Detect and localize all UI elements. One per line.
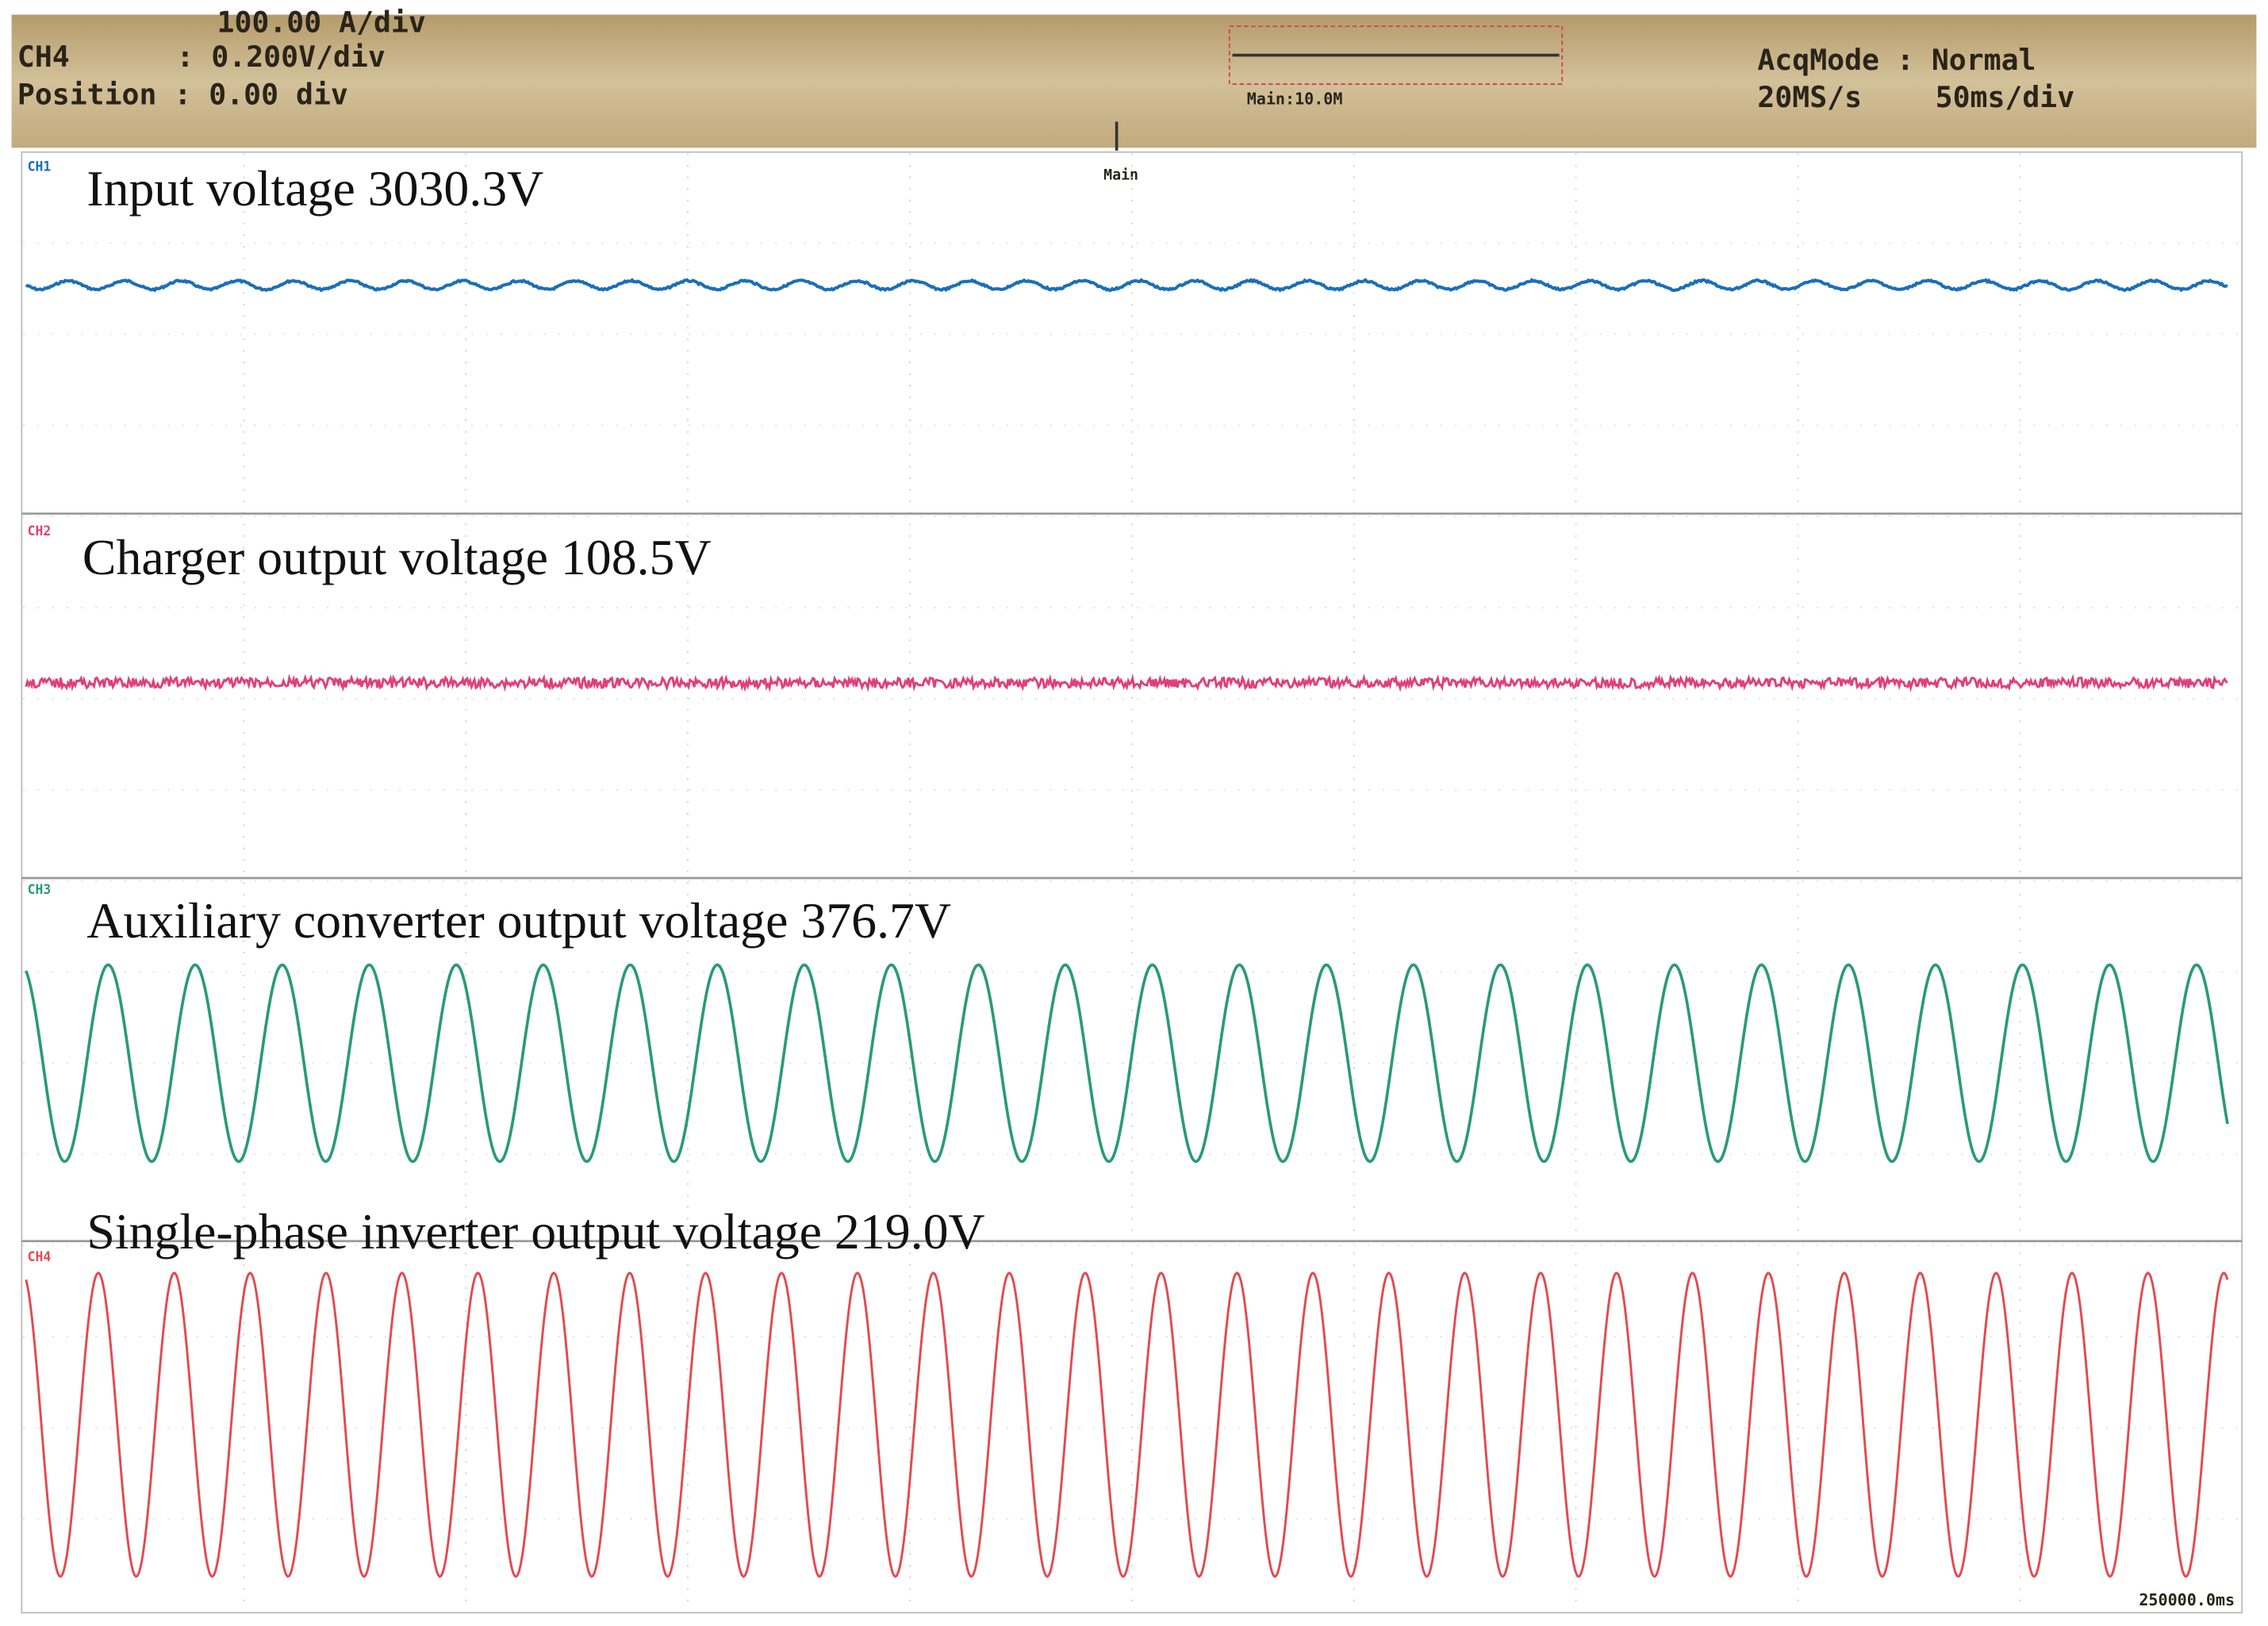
- footer-time: 250000.0ms: [2139, 1590, 2235, 1609]
- channel-tag: CH2: [28, 523, 52, 539]
- waveform: [25, 963, 2229, 1164]
- acq-mode: AcqMode : Normal: [1757, 43, 2036, 77]
- position: Position : 0.00 div: [17, 78, 348, 112]
- channel-tag: CH3: [28, 882, 52, 897]
- channel-tag: CH1: [28, 159, 52, 174]
- volts-div: : 0.200V/div: [176, 40, 385, 74]
- time-div: 50ms/div: [1936, 80, 2075, 114]
- trigger-marker: Main: [1103, 167, 1138, 183]
- waveforms: [25, 278, 2229, 1578]
- waveform: [25, 673, 2228, 692]
- channel: CH4: [17, 40, 70, 74]
- channel-tag: CH4: [28, 1249, 52, 1264]
- waveform: [25, 1271, 2229, 1578]
- channel-labels: CH1 Input voltage 3030.3V CH2 Charger outpu…: [28, 159, 985, 1264]
- channel-label: Single-phase inverter output voltage 219…: [86, 1203, 984, 1260]
- waveform: [25, 278, 2228, 293]
- sample-rate: 20MS/s: [1757, 80, 1862, 114]
- channel-label: Charger output voltage 108.5V: [83, 529, 712, 585]
- timebase-main: Main:10.0M: [1247, 90, 1343, 109]
- channel-label: Input voltage 3030.3V: [86, 160, 543, 217]
- channel-label: Auxiliary converter output voltage 376.7…: [86, 892, 951, 949]
- scale-top: 100.00 A/div: [217, 5, 426, 39]
- header-bar: [11, 14, 2257, 148]
- timebase-box: [1228, 25, 1564, 85]
